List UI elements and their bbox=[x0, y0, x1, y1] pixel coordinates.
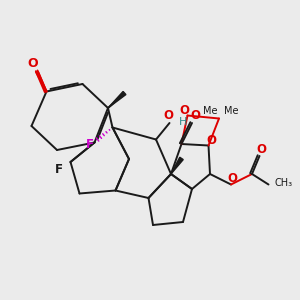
Text: Me: Me bbox=[224, 106, 239, 116]
Text: O: O bbox=[227, 172, 238, 185]
Text: F: F bbox=[55, 163, 62, 176]
Text: O: O bbox=[206, 134, 216, 147]
Polygon shape bbox=[171, 157, 183, 174]
Text: H: H bbox=[179, 116, 188, 127]
Text: CH₃: CH₃ bbox=[274, 178, 292, 188]
Text: O: O bbox=[190, 109, 200, 122]
Text: O: O bbox=[163, 109, 173, 122]
Text: F: F bbox=[86, 137, 94, 151]
Text: O: O bbox=[256, 143, 266, 156]
Text: O: O bbox=[179, 103, 189, 117]
Text: Me: Me bbox=[203, 106, 218, 116]
Polygon shape bbox=[108, 92, 126, 108]
Text: O: O bbox=[28, 57, 38, 70]
